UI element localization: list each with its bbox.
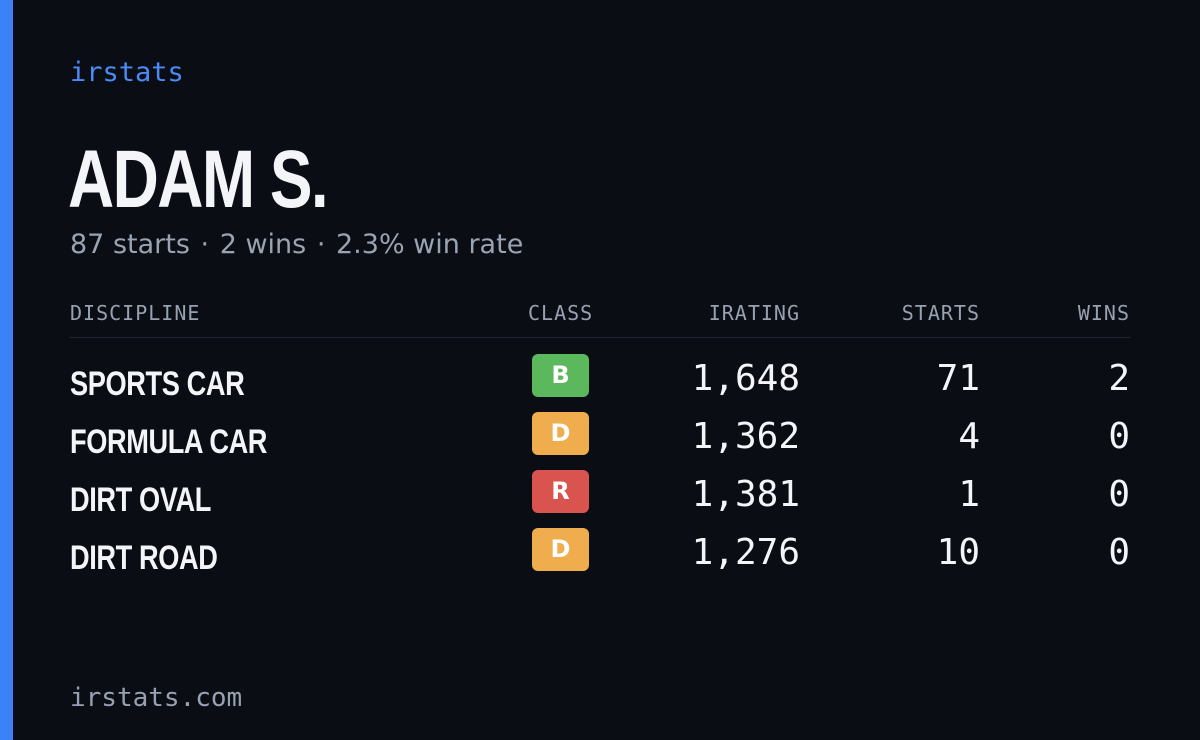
header-starts: STARTS bbox=[901, 301, 980, 325]
table-row: DIRT OVAL R 1,381 1 0 bbox=[70, 466, 1130, 524]
driver-name: ADAM S. bbox=[68, 134, 329, 225]
driver-summary: 87 starts · 2 wins · 2.3% win rate bbox=[70, 228, 523, 262]
starts-value: 71 bbox=[936, 358, 980, 399]
accent-bar bbox=[0, 0, 13, 740]
wins-value: 0 bbox=[1108, 532, 1130, 573]
footer-url[interactable]: irstats.com bbox=[70, 683, 243, 713]
starts-value: 4 bbox=[958, 416, 980, 457]
table-row: FORMULA CAR D 1,362 4 0 bbox=[70, 408, 1130, 466]
irating-value: 1,362 bbox=[691, 416, 800, 457]
discipline-name: DIRT ROAD bbox=[70, 539, 218, 577]
brand-logo[interactable]: irstats bbox=[70, 57, 184, 88]
header-irating: IRATING bbox=[708, 301, 800, 325]
header-class: CLASS bbox=[528, 301, 594, 325]
header-discipline: DISCIPLINE bbox=[70, 301, 201, 325]
wins-value: 2 bbox=[1108, 358, 1130, 399]
win-rate-summary: 2.3% win rate bbox=[336, 229, 524, 260]
discipline-name: FORMULA CAR bbox=[70, 423, 268, 461]
table-row: SPORTS CAR B 1,648 71 2 bbox=[70, 350, 1130, 408]
wins-value: 0 bbox=[1108, 416, 1130, 457]
separator: · bbox=[316, 229, 326, 260]
header-wins: WINS bbox=[1077, 301, 1130, 325]
wins-value: 0 bbox=[1108, 474, 1130, 515]
license-class-badge: D bbox=[532, 528, 589, 571]
table-header: DISCIPLINE CLASS IRATING STARTS WINS bbox=[70, 300, 1130, 338]
starts-summary: 87 starts bbox=[70, 229, 190, 260]
irating-value: 1,276 bbox=[691, 532, 800, 573]
starts-value: 1 bbox=[958, 474, 980, 515]
discipline-name: SPORTS CAR bbox=[70, 365, 245, 403]
discipline-name: DIRT OVAL bbox=[70, 481, 211, 519]
license-class-badge: R bbox=[532, 470, 589, 513]
irating-value: 1,648 bbox=[691, 358, 800, 399]
license-class-badge: D bbox=[532, 412, 589, 455]
table-row: DIRT ROAD D 1,276 10 0 bbox=[70, 524, 1130, 582]
starts-value: 10 bbox=[936, 532, 980, 573]
separator: · bbox=[200, 229, 210, 260]
wins-summary: 2 wins bbox=[219, 229, 307, 260]
discipline-table: SPORTS CAR B 1,648 71 2 FORMULA CAR D 1,… bbox=[70, 350, 1130, 582]
license-class-badge: B bbox=[532, 354, 589, 397]
irating-value: 1,381 bbox=[691, 474, 800, 515]
